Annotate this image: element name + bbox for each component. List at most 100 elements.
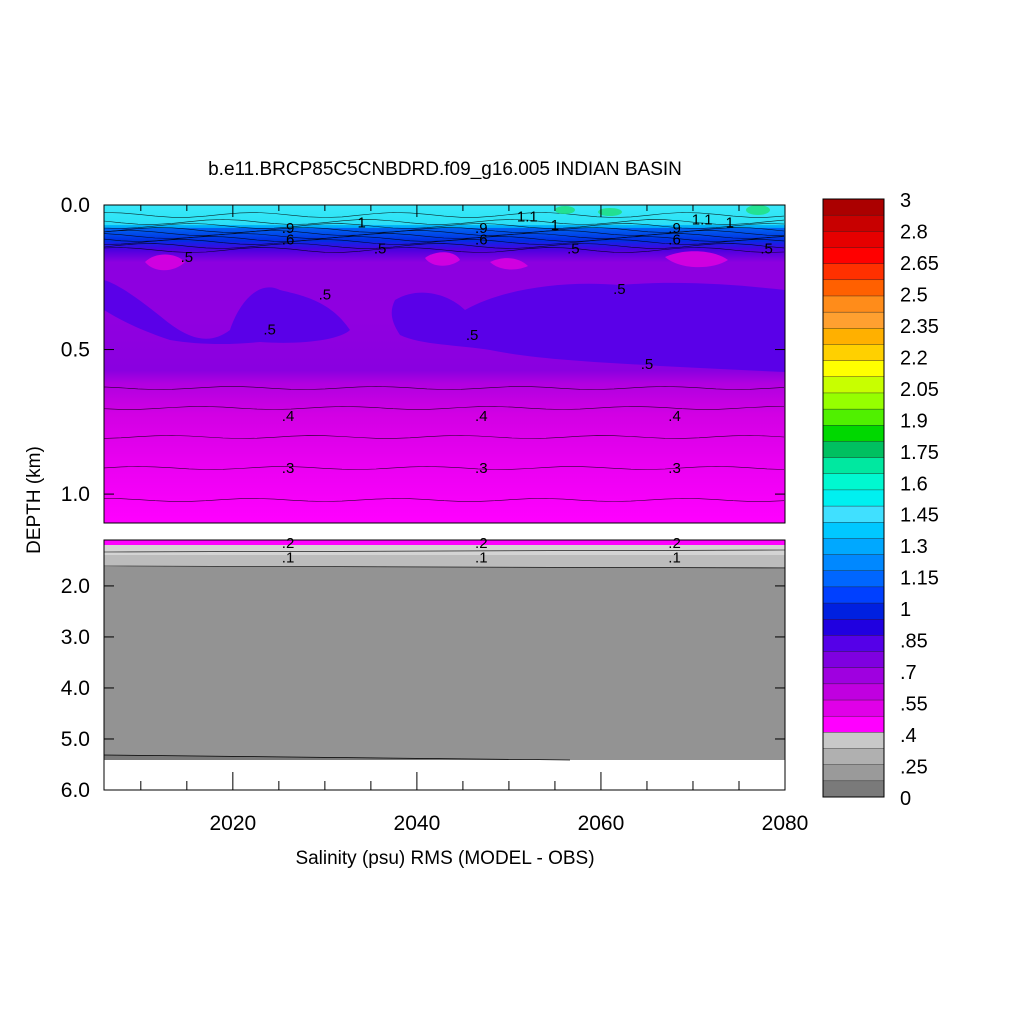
blue-band-region-right xyxy=(391,282,785,372)
upper-ocean-highlight-3 xyxy=(490,258,528,270)
colorbar-swatch xyxy=(822,376,885,394)
colorbar-label: 2.05 xyxy=(900,379,939,401)
upper-ocean-highlight-4 xyxy=(665,251,728,268)
upper-ocean-highlight-2 xyxy=(425,252,460,266)
contour-label: .3 xyxy=(475,460,488,477)
colorbar-swatch xyxy=(822,231,885,248)
x-tick-label: 2040 xyxy=(394,812,441,835)
contour-line xyxy=(104,219,785,225)
contour-label: .2 xyxy=(475,535,488,552)
colorbar-swatch xyxy=(822,619,885,636)
colorbar-swatch xyxy=(822,279,885,297)
contour-line xyxy=(103,754,571,761)
contour-label: .9 xyxy=(668,220,681,237)
colorbar-swatch xyxy=(822,311,885,329)
contour-line xyxy=(104,498,785,502)
colorbar-swatch xyxy=(822,505,885,523)
colorbar-swatch xyxy=(822,198,885,216)
colorbar-swatch xyxy=(822,667,885,685)
colorbar-label: 1.6 xyxy=(900,473,928,495)
contour-label: 1.1 xyxy=(517,209,538,226)
colorbar-label: 1.75 xyxy=(900,442,939,464)
colorbar-swatch xyxy=(822,780,885,798)
colorbar-label: 1.15 xyxy=(900,568,939,590)
colorbar-frame xyxy=(822,198,885,798)
colorbar-label: .4 xyxy=(900,725,917,747)
y-axis-upper: 0.0 0.5 1.0 xyxy=(61,194,785,506)
colorbar-swatch xyxy=(822,570,885,588)
colorbar-swatch xyxy=(822,360,885,378)
contour-line xyxy=(103,549,786,553)
contour-label: .4 xyxy=(668,408,681,425)
contour-label: .9 xyxy=(475,220,488,237)
y-tick-label: 2.0 xyxy=(61,575,90,598)
y-axis-lower: 2.0 3.0 4.0 5.0 6.0 xyxy=(61,575,785,802)
lower-band-magenta xyxy=(104,540,785,545)
colorbar-swatch xyxy=(822,489,885,507)
contour-label: .1 xyxy=(668,549,681,566)
y-tick-label: 0.0 xyxy=(61,194,90,217)
colorbar-swatch xyxy=(822,457,885,475)
upper-ocean-highlight xyxy=(145,254,185,271)
lower-panel xyxy=(103,540,786,790)
contour-label: .1 xyxy=(282,549,295,566)
contour-label: .4 xyxy=(282,408,295,425)
colorbar-swatch xyxy=(822,425,885,442)
y-tick-label: 1.0 xyxy=(61,483,90,506)
contour-label: .2 xyxy=(668,535,681,552)
y-tick-label: 6.0 xyxy=(61,779,90,802)
colorbar-swatch xyxy=(822,263,885,281)
chart-title: b.e11.BRCP85C5CNBDRD.f09_g16.005 INDIAN … xyxy=(208,159,682,180)
contour-label: .5 xyxy=(466,327,479,344)
y-tick-label: 5.0 xyxy=(61,728,90,751)
colorbar-swatch xyxy=(822,408,885,426)
colorbar-label: 0 xyxy=(900,788,911,810)
lower-deep-field xyxy=(104,567,785,760)
colorbar-swatch xyxy=(822,732,885,750)
contour-line xyxy=(104,435,785,439)
contour-line xyxy=(104,223,785,229)
colorbar-swatch xyxy=(822,522,885,539)
surface-band-light xyxy=(104,205,785,225)
y-axis-label: DEPTH (km) xyxy=(24,446,45,554)
colorbar-swatch xyxy=(822,554,885,572)
contour-label: .2 xyxy=(282,535,295,552)
green-patch xyxy=(598,208,622,216)
contour-label: .9 xyxy=(282,220,295,237)
colorbar-label: 2.2 xyxy=(900,347,928,369)
contour-label: .5 xyxy=(567,240,580,257)
colorbar-swatch xyxy=(822,441,885,459)
colorbar-swatch xyxy=(822,683,885,701)
x-tick-label: 2060 xyxy=(578,812,625,835)
upper-contours xyxy=(104,212,785,502)
contour-label: .6 xyxy=(668,232,681,249)
lower-band-mid-gray xyxy=(104,555,785,567)
colorbar-label: 2.8 xyxy=(900,221,928,243)
contour-label: .5 xyxy=(613,281,626,298)
y-tick-label: 3.0 xyxy=(61,626,90,649)
contour-label: .1 xyxy=(475,549,488,566)
colorbar-swatch xyxy=(822,344,885,362)
contour-line xyxy=(104,233,785,239)
x-tick-label: 2080 xyxy=(762,812,809,835)
colorbar-label: 1.9 xyxy=(900,410,928,432)
contour-label: .5 xyxy=(263,321,276,338)
contour-labels: 1 1.11 1.1 1.9.9.9.6.6.6.5.5.5.5.5.5.5.5.5.… xyxy=(181,209,773,567)
colorbar-swatch xyxy=(822,538,885,556)
colorbar-label: 3 xyxy=(900,190,911,212)
colorbar-swatch xyxy=(822,247,885,265)
contour-label: .5 xyxy=(181,249,194,266)
green-patches xyxy=(555,205,770,216)
contour-label: 1.1 xyxy=(692,211,713,228)
colorbar-swatch xyxy=(822,748,885,766)
x-tick-label: 2020 xyxy=(209,812,256,835)
lower-below-floor xyxy=(104,760,785,790)
lower-panel-frame xyxy=(103,539,786,791)
colorbar-swatch xyxy=(822,586,885,604)
colorbar-swatch xyxy=(822,602,885,620)
x-axis: 2020 2040 2060 2080 xyxy=(140,205,809,835)
colorbar-swatch xyxy=(822,473,885,491)
contour-line xyxy=(104,466,785,470)
colorbar-swatch xyxy=(822,295,885,313)
contour-line xyxy=(104,243,785,249)
